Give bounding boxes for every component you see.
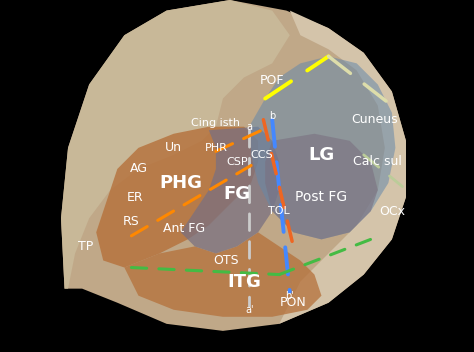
Text: Calc sul: Calc sul [353,156,402,168]
Text: LG: LG [309,146,335,164]
Text: POF: POF [260,75,284,87]
Text: TOL: TOL [268,206,290,216]
Polygon shape [96,127,258,268]
Text: b': b' [285,291,294,301]
Text: Cing isth: Cing isth [191,118,240,128]
Text: ER: ER [127,191,143,203]
Polygon shape [61,0,290,289]
Text: CCS: CCS [250,150,273,160]
Text: Un: Un [165,142,182,154]
Text: RS: RS [123,215,140,228]
Polygon shape [61,0,406,331]
Text: Cuneus: Cuneus [351,113,398,126]
Polygon shape [181,127,279,253]
Text: TP: TP [78,240,93,253]
Text: b: b [269,111,275,121]
Text: AG: AG [129,163,147,175]
Polygon shape [279,11,406,324]
Text: a: a [246,122,252,132]
Polygon shape [251,56,395,239]
Text: PON: PON [280,296,307,309]
Text: PHG: PHG [159,174,202,192]
Text: OCx: OCx [379,205,405,218]
Text: OTS: OTS [214,254,239,267]
Text: Ant FG: Ant FG [163,222,205,235]
Text: PHR: PHR [204,143,228,153]
Text: CSP: CSP [226,157,248,167]
Polygon shape [265,134,378,239]
Text: ITG: ITG [227,272,261,291]
Text: FG: FG [223,184,251,203]
Polygon shape [124,232,321,317]
Text: a': a' [245,305,254,315]
Text: Post FG: Post FG [295,190,347,204]
